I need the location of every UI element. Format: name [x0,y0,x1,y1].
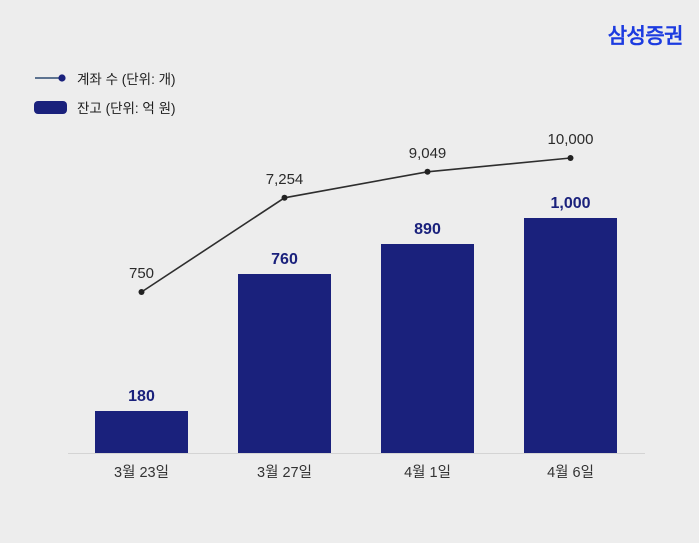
x-axis-line [68,453,645,454]
balance-bar [381,243,474,453]
balance-bar-value-label: 1,000 [550,195,591,212]
bar-series-icon [34,100,68,114]
accounts-value-label: 7,254 [265,170,304,188]
line-point-marker [138,289,145,295]
legend: 계좌 수 (단위: 개) 잔고 (단위: 억 원) [34,69,176,127]
x-axis-category-label: 3월 27일 [257,465,312,481]
x-axis-category-label: 3월 23일 [114,465,169,481]
bar-swatch [34,100,67,114]
legend-item-balance: 잔고 (단위: 억 원) [34,98,176,116]
balance-bar-value-label: 180 [128,387,155,405]
x-axis-category-label: 4월 1일 [404,465,451,481]
balance-bar-value-label: 760 [271,251,298,269]
brand-logo: 삼성증권 [607,25,684,48]
line-point-marker [281,194,288,201]
legend-label-balance: 잔고 (단위: 억 원) [77,101,176,116]
legend-label-accounts: 계좌 수 (단위: 개) [77,72,176,87]
balance-bar [95,410,188,453]
accounts-value-label: 9,049 [408,144,447,162]
x-axis-category-label: 4월 6일 [547,465,594,481]
balance-bar-value-label: 890 [414,220,441,238]
line-point-marker [567,155,574,161]
accounts-value-label: 750 [128,265,155,282]
line-point-marker [424,168,431,175]
balance-bar [238,274,331,453]
balance-bar [524,218,617,453]
line-series-icon [34,71,68,85]
legend-item-accounts: 계좌 수 (단위: 개) [34,69,176,87]
accounts-value-label: 10,000 [547,131,594,148]
accounts-line [141,157,571,293]
